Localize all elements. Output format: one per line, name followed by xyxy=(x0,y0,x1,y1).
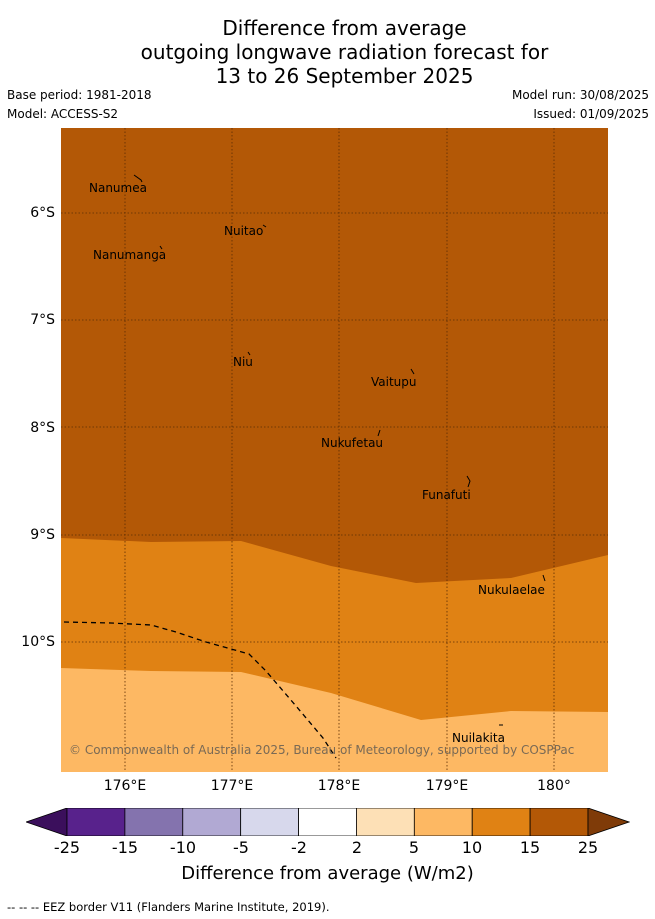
colorbar-label: Difference from average (W/m2) xyxy=(181,863,474,884)
colorbar-segment xyxy=(471,808,531,836)
place-label-nuilakita: Nuilakita xyxy=(452,731,505,745)
model-name: Model: ACCESS-S2 xyxy=(7,107,119,121)
colorbar-tick: 10 xyxy=(461,838,483,857)
colorbar-tick: 5 xyxy=(408,838,420,857)
lon-label-177e: 177°E xyxy=(210,778,254,794)
island-funafuti xyxy=(466,475,471,488)
title-line-3: 13 to 26 September 2025 xyxy=(215,64,474,88)
islands xyxy=(133,174,546,726)
map-title: Difference from average outgoing longwav… xyxy=(0,16,655,88)
colorbar-tick: -15 xyxy=(111,838,139,857)
island-nanumea xyxy=(133,174,143,183)
lat-label-8s: 8°S xyxy=(30,420,55,436)
band-5-10 xyxy=(61,668,608,772)
colorbar-tick: -5 xyxy=(233,838,249,857)
colorbar-over-arrow xyxy=(587,808,630,836)
model-run: Model run: 30/08/2025 xyxy=(511,88,649,102)
copyright-notice: © Commonwealth of Australia 2025, Bureau… xyxy=(69,743,575,757)
base-period: Base period: 1981-2018 xyxy=(7,88,152,102)
colorbar-segment xyxy=(529,808,589,836)
colorbar xyxy=(26,808,630,836)
place-label-nuitao: Nuitao xyxy=(224,224,264,238)
colorbar-segment xyxy=(182,808,242,836)
place-label-vaitupu: Vaitupu xyxy=(371,375,417,389)
lon-label-178e: 178°E xyxy=(317,778,361,794)
lon-label-180: 180° xyxy=(537,778,571,794)
eez-legend-note: -- -- -- EEZ border V11 (Flanders Marine… xyxy=(7,900,330,914)
lat-label-6s: 6°S xyxy=(30,205,55,221)
island-nukulaelae xyxy=(542,574,546,582)
place-label-nukufetau: Nukufetau xyxy=(321,436,384,450)
colorbar-tick: -10 xyxy=(169,838,197,857)
colorbar-segments xyxy=(66,808,589,836)
colorbar-tick: -25 xyxy=(53,838,81,857)
title-line-2: outgoing longwave radiation forecast for xyxy=(140,40,549,64)
map-canvas xyxy=(61,128,608,772)
map-panel: Nanumea Nuitao Nanumanga Niu Vaitupu Nuk… xyxy=(61,128,608,772)
island-vaitupu xyxy=(410,368,415,375)
issued-date: Issued: 01/09/2025 xyxy=(533,107,649,121)
place-label-nanumea: Nanumea xyxy=(89,181,147,195)
title-line-1: Difference from average xyxy=(222,16,467,40)
island-niu xyxy=(247,351,251,356)
island-nanumanga xyxy=(159,245,163,250)
colorbar-under-arrow xyxy=(26,808,68,836)
place-label-nukulaelae: Nukulaelae xyxy=(478,583,545,597)
graticule xyxy=(61,128,608,772)
colorbar-tick: 25 xyxy=(577,838,599,857)
lat-label-7s: 7°S xyxy=(30,312,55,328)
lon-label-176e: 176°E xyxy=(103,778,147,794)
colorbar-segment xyxy=(356,808,415,836)
colorbar-segment xyxy=(298,808,357,836)
colorbar-tick: 15 xyxy=(519,838,541,857)
eez-border xyxy=(63,621,337,759)
colorbar-segment xyxy=(124,808,184,836)
lat-label-9s: 9°S xyxy=(30,527,55,543)
colorbar-segment xyxy=(413,808,473,836)
lon-label-179e: 179°E xyxy=(425,778,469,794)
colorbar-segment xyxy=(66,808,126,836)
lat-label-10s: 10°S xyxy=(21,634,55,650)
island-nukufetau xyxy=(377,429,381,437)
colorbar-tick: -2 xyxy=(291,838,307,857)
place-label-nanumanga: Nanumanga xyxy=(93,248,167,262)
place-label-niu: Niu xyxy=(233,355,253,369)
place-label-funafuti: Funafuti xyxy=(422,488,471,502)
colorbar-segment xyxy=(240,808,299,836)
colorbar-tick: 2 xyxy=(351,838,363,857)
island-nuitao xyxy=(262,224,267,228)
